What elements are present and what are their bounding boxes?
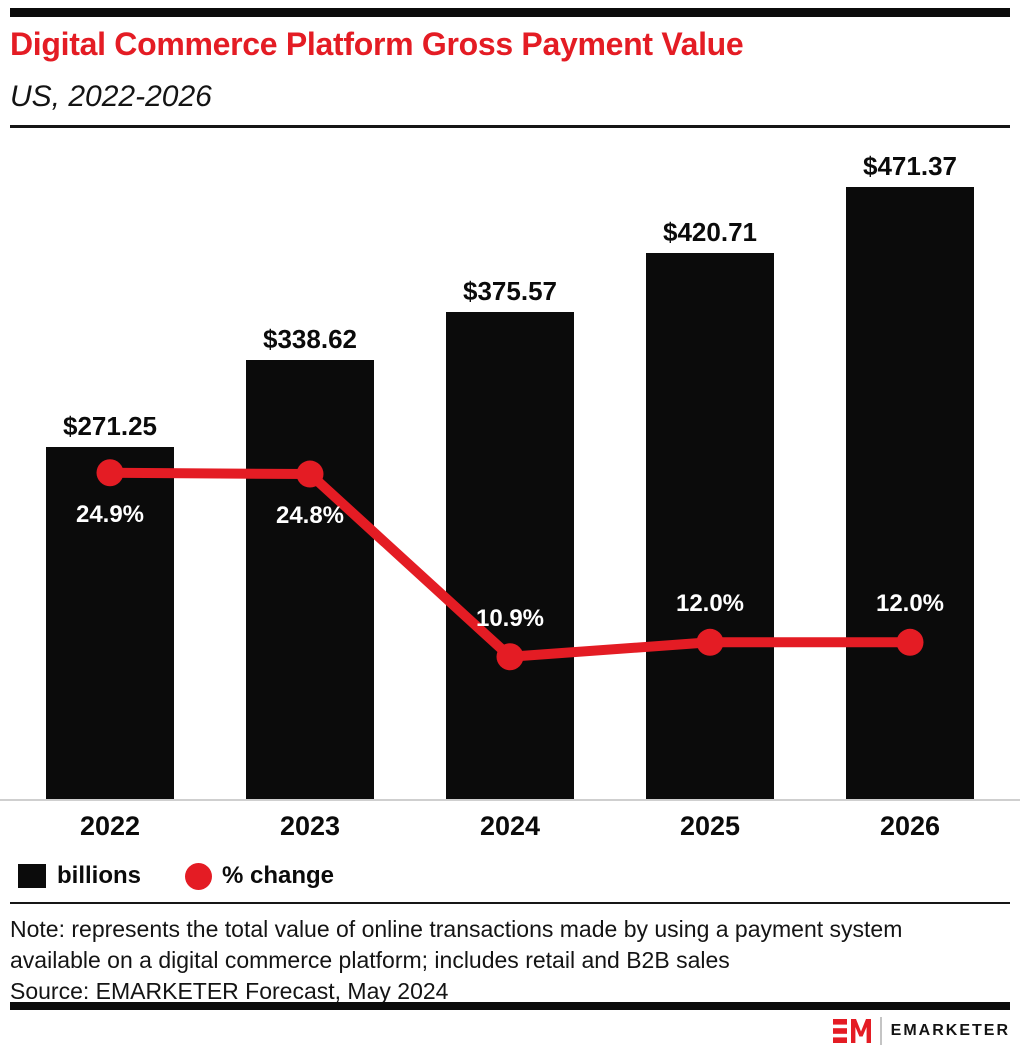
bar-value-label: $271.25 [63,411,157,442]
bar-value-label: $420.71 [663,216,757,247]
bar-value-label: $471.37 [863,151,957,181]
note-line-2: available on a digital commerce platform… [10,947,730,973]
pct-change-label: 12.0% [675,590,745,618]
chart-title: Digital Commerce Platform Gross Payment … [10,26,744,62]
legend: billions % change [18,861,334,891]
legend-circle-swatch [185,862,212,890]
top-rule-bar [10,8,1010,17]
bar-value-label: $375.57 [463,275,557,306]
legend-square-swatch [18,864,46,888]
emarketer-logo: EMARKETER [832,1016,1010,1046]
chart-subtitle: US, 2022-2026 [10,80,212,113]
footnotes: Note: represents the total value of onli… [10,914,1010,1007]
emarketer-wordmark: EMARKETER [890,1022,1010,1039]
bar-value-label: $338.62 [263,323,357,354]
source-line: Source: EMARKETER Forecast, May 2024 [10,978,449,1004]
legend-label-pct-change: % change [222,862,335,889]
note-line-1: Note: represents the total value of onli… [10,916,903,942]
pct-change-label: 10.9% [475,604,545,632]
header-divider [10,125,1010,128]
bar-2023 [246,359,374,800]
x-axis-baseline [0,799,1020,801]
bottom-rule-bar [10,1002,1010,1010]
x-axis-label: 2025 [679,811,741,841]
bar-2026 [846,187,974,800]
legend-divider [10,902,1010,904]
x-axis-label: 2023 [279,811,341,841]
pct-change-label: 24.8% [275,502,345,530]
legend-label-billions: billions [57,862,141,889]
bar-2024 [446,311,574,800]
logo-divider [879,1017,882,1045]
bar-2025 [646,252,774,800]
emarketer-monogram-icon [832,1019,871,1043]
x-axis-label: 2024 [479,811,541,841]
pct-change-label: 12.0% [875,590,945,618]
pct-change-label: 24.9% [75,500,145,528]
x-axis-label: 2022 [79,811,141,841]
x-axis-label: 2026 [879,811,941,841]
